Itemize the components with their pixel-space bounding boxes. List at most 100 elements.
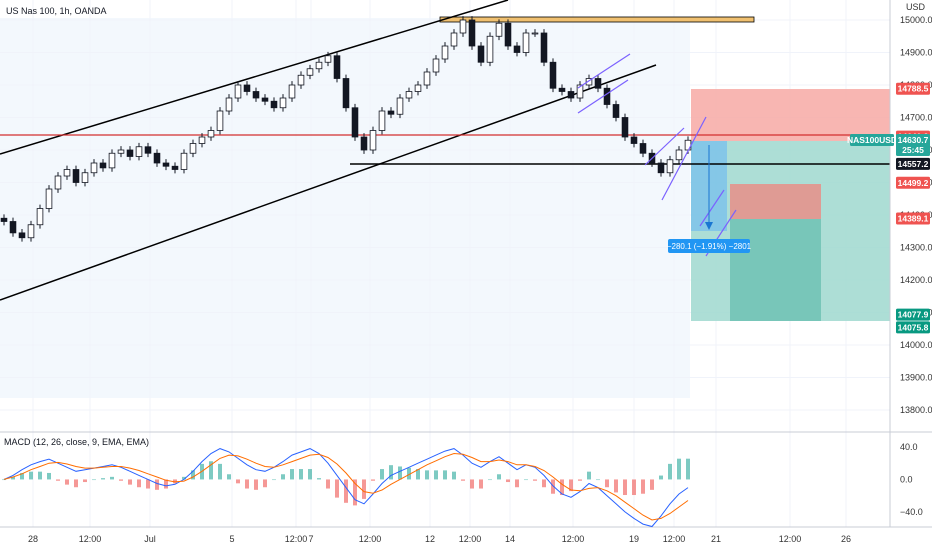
candle: [396, 97, 404, 115]
macd-histogram-bar: [380, 469, 384, 480]
candle: [450, 32, 458, 47]
measure-arrowhead: [705, 222, 713, 230]
candles: [0, 16, 692, 242]
candle: [27, 224, 35, 239]
grid: [0, 0, 890, 527]
macd-histogram-bar: [560, 479, 564, 496]
candle: [261, 97, 269, 102]
macd-histogram-bar: [569, 479, 573, 492]
macd-histogram-bar: [335, 479, 339, 498]
channel-upper-line: [0, 0, 509, 155]
macd-histogram-bar: [452, 471, 456, 480]
candle: [189, 143, 197, 154]
macd-histogram-bar: [191, 470, 195, 480]
macd-histogram-bar: [668, 463, 672, 480]
macd-histogram-bar: [146, 479, 150, 489]
macd-histogram-bar: [344, 479, 348, 503]
price-badge-label: 14389.1: [898, 214, 929, 224]
x-tick-label: 12: [425, 534, 435, 544]
candle: [477, 45, 485, 63]
y-tick-label: 14000.0: [900, 340, 932, 350]
measure-label: −280.1 (−1.91%) −2801: [667, 242, 752, 251]
macd-line: [3, 448, 689, 528]
candle: [351, 107, 359, 138]
candle: [621, 117, 629, 138]
macd-histogram-bar: [515, 479, 519, 488]
price-badge: [896, 308, 930, 321]
macd-signal-line: [3, 452, 689, 521]
macd-axis[interactable]: 40.0 0.0 −40.0: [900, 442, 923, 517]
macd-histogram-bar: [362, 479, 366, 499]
macd-histogram-bar: [119, 479, 123, 481]
macd-histogram-bar: [353, 479, 357, 506]
stop-loss-zone: [691, 89, 890, 141]
candle: [90, 162, 98, 174]
macd-title: MACD (12, 26, close, 9, EMA, EMA): [4, 437, 149, 447]
price-badge-label: NAS100USD: [847, 135, 897, 145]
price-badge-label: 14077.9: [898, 310, 929, 320]
x-tick-label: 28: [28, 534, 38, 544]
candle: [387, 110, 395, 115]
macd-histogram-bar: [227, 474, 231, 480]
x-tick-label: 5: [229, 534, 234, 544]
macd-histogram-bar: [443, 470, 447, 480]
y-tick-label: 14900.0: [900, 48, 932, 58]
x-tick-label: 19: [629, 534, 639, 544]
y-tick-label: 14200.0: [900, 275, 932, 285]
candle: [225, 97, 233, 112]
macd-histogram-bar: [74, 479, 78, 488]
macd-histogram-bar: [29, 471, 33, 480]
candle: [594, 78, 602, 89]
candle: [522, 32, 530, 53]
macd-histogram: [2, 458, 690, 506]
time-axis[interactable]: 28 12:00 Jul 5 12:00 7 12:00 12 12:00 14 12:00 19 12…: [28, 534, 851, 544]
candle: [675, 149, 683, 161]
candle: [180, 152, 188, 170]
macd-histogram-bar: [20, 472, 24, 480]
macd-histogram-bar: [290, 469, 294, 480]
price-badge: [896, 134, 930, 147]
macd-histogram-bar: [407, 467, 411, 480]
candle: [18, 232, 26, 239]
candle: [126, 149, 134, 157]
candle: [540, 32, 548, 63]
macd-histogram-bar: [155, 479, 159, 490]
candle: [81, 172, 89, 183]
macd-histogram-bar: [92, 479, 96, 481]
candle: [270, 100, 278, 109]
price-badge: [850, 134, 894, 147]
price-labels: 14788.514641.2NAS100USD14630.725:4514557…: [847, 82, 930, 334]
candle: [423, 71, 431, 86]
candle: [252, 91, 260, 99]
macd-tick-label: 40.0: [900, 442, 918, 452]
candle: [414, 84, 422, 92]
candle: [54, 175, 62, 190]
x-tick-label: 12:00: [285, 534, 308, 544]
price-badge-label: 14788.5: [898, 84, 929, 94]
macd-histogram-bar: [488, 479, 492, 481]
candle: [36, 208, 44, 226]
macd-histogram-bar: [110, 476, 114, 480]
macd-histogram-bar: [416, 469, 420, 480]
price-badge: [896, 321, 930, 334]
macd-histogram-bar: [578, 479, 582, 481]
candle: [9, 221, 17, 234]
y-tick-label: 13900.0: [900, 373, 932, 383]
x-tick-label: 12:00: [359, 534, 382, 544]
y-tick-label: 13800.0: [900, 405, 932, 415]
candle: [531, 32, 539, 35]
macd-histogram-bar: [299, 469, 303, 480]
x-tick-label: 7: [308, 534, 313, 544]
candle: [99, 162, 107, 169]
macd-histogram-bar: [164, 479, 168, 489]
stop-loss-zone-2: [730, 184, 821, 219]
candle: [657, 162, 665, 174]
x-tick-label: Jul: [144, 534, 156, 544]
macd-histogram-bar: [281, 474, 285, 480]
candle: [45, 188, 53, 209]
macd-histogram-bar: [479, 479, 483, 489]
projection-line-1: [699, 189, 725, 227]
candle: [324, 55, 332, 63]
macd-histogram-bar: [641, 479, 645, 494]
